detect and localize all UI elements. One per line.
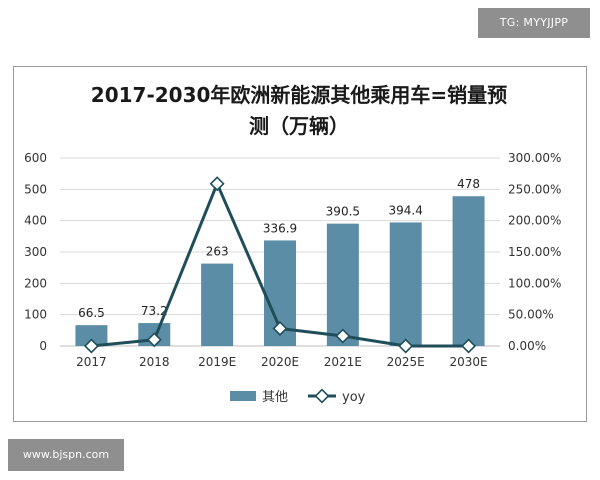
legend-bar-label: 其他 — [262, 390, 288, 405]
x-tick-label: 2021E — [324, 355, 362, 369]
chart-title-line1: 2017-2030年欧洲新能源其他乘用车=销量预 — [91, 83, 507, 107]
x-axis-ticks: 2017 2018 2019E 2020E 2021E 2025E 2030E — [76, 355, 487, 369]
x-tick-label: 2017 — [76, 355, 107, 369]
bar-data-label: 478 — [457, 177, 480, 191]
yoy-series — [83, 176, 477, 354]
legend-line-marker — [314, 388, 330, 404]
right-tick-label: 50.00% — [508, 308, 554, 322]
left-tick-label: 100 — [24, 308, 47, 322]
chart-frame — [13, 66, 587, 422]
bar-data-label: 263 — [206, 245, 229, 259]
bar — [326, 223, 359, 346]
yoy-point — [461, 338, 477, 354]
left-tick-label: 0 — [39, 339, 47, 353]
yoy-point — [146, 332, 162, 348]
left-tick-label: 300 — [24, 245, 47, 259]
right-tick-label: 250.00% — [508, 182, 561, 196]
chart-title-line2: 测（万辆） — [249, 114, 349, 138]
bar-data-label: 66.5 — [78, 306, 105, 320]
x-tick-label: 2018 — [139, 355, 170, 369]
x-tick-label: 2020E — [261, 355, 299, 369]
bar-data-label: 394.4 — [389, 203, 423, 217]
yoy-point — [209, 176, 225, 192]
bar-data-label: 73.2 — [141, 304, 168, 318]
left-tick-label: 400 — [24, 214, 47, 228]
right-tick-label: 100.00% — [508, 276, 561, 290]
right-axis-ticks: 0.00% 50.00% 100.00% 150.00% 200.00% 250.00% 3… — [508, 151, 561, 353]
watermark-top: TG: MYYJJPP — [478, 8, 590, 38]
x-tick-label: 2030E — [450, 355, 488, 369]
yoy-point — [335, 328, 351, 344]
x-tick-label: 2025E — [387, 355, 425, 369]
bar — [201, 263, 234, 346]
legend-line-label: yoy — [342, 390, 366, 405]
right-tick-label: 200.00% — [508, 214, 561, 228]
left-tick-label: 500 — [24, 182, 47, 196]
left-tick-label: 600 — [24, 151, 47, 165]
legend-bar-swatch — [230, 391, 256, 401]
yoy-point — [398, 338, 414, 354]
bar-data-label: 336.9 — [263, 221, 297, 235]
bar-data-labels: 66.5 73.2 263 336.9 390.5 394.4 478 — [78, 177, 480, 320]
x-tick-label: 2019E — [198, 355, 236, 369]
legend: 其他 yoy — [230, 388, 366, 405]
left-axis-ticks: 0 100 200 300 400 500 600 — [24, 151, 47, 353]
bar-data-label: 390.5 — [326, 205, 360, 219]
bar-series — [75, 196, 485, 346]
bar — [75, 325, 108, 346]
watermark-bottom: www.bjspn.com — [8, 439, 124, 471]
right-tick-label: 150.00% — [508, 245, 561, 259]
left-tick-label: 200 — [24, 276, 47, 290]
right-tick-label: 300.00% — [508, 151, 561, 165]
yoy-point — [272, 320, 288, 336]
bar — [389, 222, 422, 346]
right-tick-label: 0.00% — [508, 339, 546, 353]
bar — [452, 196, 485, 346]
yoy-point — [83, 338, 99, 354]
